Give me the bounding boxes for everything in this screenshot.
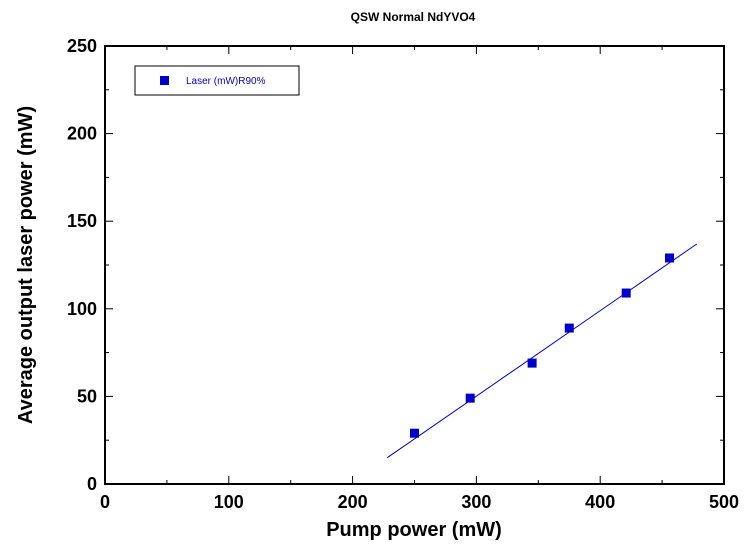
y-tick-label: 250 (67, 36, 97, 56)
y-tick-label: 50 (77, 386, 97, 406)
data-point (564, 323, 574, 333)
x-tick-label: 0 (100, 492, 110, 512)
y-axis-label: Average output laser power (mW) (15, 106, 37, 424)
x-tick-label: 400 (585, 492, 615, 512)
x-tick-label: 200 (338, 492, 368, 512)
axis-ticks (104, 45, 725, 485)
legend: Laser (mW)R90% (134, 65, 300, 96)
data-point (621, 288, 631, 298)
data-point (465, 393, 475, 403)
x-tick-label: 500 (709, 492, 739, 512)
legend-marker (160, 76, 169, 85)
x-tick-label: 100 (214, 492, 244, 512)
y-tick-label: 100 (67, 299, 97, 319)
data-point (410, 428, 419, 438)
plot-frame (104, 45, 725, 485)
data-point (527, 358, 537, 368)
fit-line (386, 243, 698, 459)
data-points (410, 253, 675, 438)
chart-title: QSW Normal NdYVO4 (351, 10, 476, 24)
legend-label: Laser (mW)R90% (186, 76, 266, 87)
data-point (665, 253, 675, 263)
y-tick-label: 0 (87, 474, 97, 494)
y-tick-label: 200 (67, 124, 97, 144)
tick-labels: 0 100 200 300 400 500 0 50 100 150 200 250 (67, 36, 739, 512)
x-tick-label: 300 (461, 492, 491, 512)
y-tick-label: 150 (67, 211, 97, 231)
x-axis-label: Pump power (mW) (326, 519, 502, 541)
